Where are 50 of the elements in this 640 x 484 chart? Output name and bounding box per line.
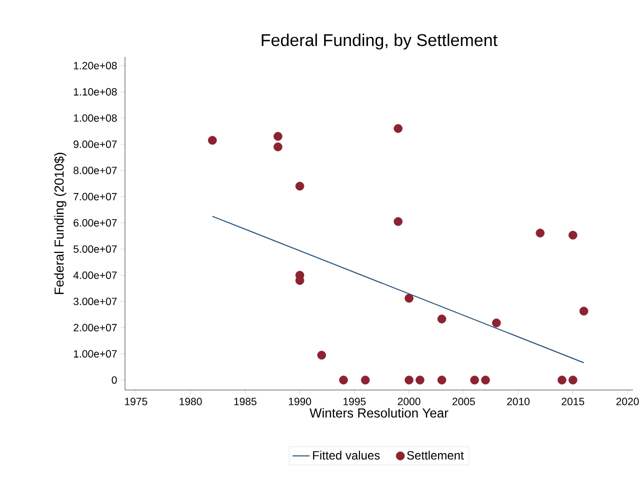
y-tick-label: 6.00e+07 [74,219,117,227]
x-tick-label: 2015 [562,398,584,406]
point [558,376,566,384]
x-tick-label: 1990 [288,398,312,406]
point [416,376,424,384]
x-tick-label: 2000 [398,398,420,406]
point [274,132,282,141]
x-tick-label: 1995 [344,398,366,406]
x-tick-label: 1975 [125,398,148,406]
point [208,136,217,145]
x-axis-title: Winters Resolution Year [310,408,448,418]
x-tick-label: 2020 [616,398,639,406]
point [394,217,403,226]
point [404,294,414,303]
point [274,142,282,152]
point [568,376,578,384]
legend-label: Settlement [407,450,464,460]
point [437,314,446,324]
x-tick-label: 1980 [180,398,202,406]
point [295,182,304,191]
y-tick-label: 5.00e+07 [74,245,117,253]
point [568,230,578,240]
point [579,306,588,316]
chart-title: Federal Funding, by Settlement [262,34,498,50]
y-tick-label: 7.00e+07 [74,192,117,200]
point [394,124,403,133]
point [470,376,479,384]
y-tick-label: 4.00e+07 [73,272,117,279]
point [437,376,446,384]
point [339,376,348,384]
y-tick-label: 1.20e+08 [74,62,117,70]
point [492,318,501,328]
y-tick-label: 0 [112,376,117,384]
y-tick-label: 2.00e+07 [74,324,117,332]
x-tick-label: 2010 [507,398,530,406]
y-tick-label: 1.10e+08 [74,88,117,96]
y-tick-label: 9.00e+07 [74,140,117,148]
y-axis-title: Federal Funding (2010$) [54,152,66,294]
point [536,228,545,238]
point [481,376,490,384]
y-tick-label: 1.00e+08 [74,114,117,122]
y-tick-label: 8.00e+07 [74,166,117,174]
y-tick-label: 1.00e+07 [74,350,117,358]
point [360,376,370,384]
y-tick-label: 3.00e+07 [74,298,117,306]
point [317,350,326,360]
point [404,376,414,384]
legend-label: Fitted values [313,450,380,460]
x-tick-label: 2005 [452,398,475,406]
x-tick-label: 1985 [234,398,256,406]
